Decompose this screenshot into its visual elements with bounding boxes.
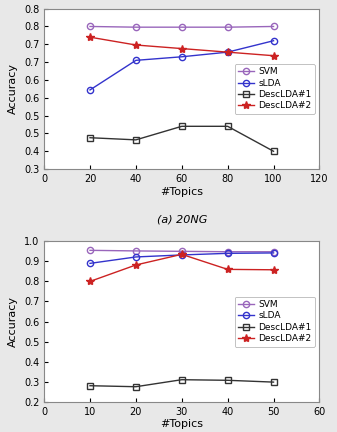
SVM (180, 25, 184, 30)
Legend: SVM, sLDA, DescLDA#1, DescLDA#2: SVM, sLDA, DescLDA#1, DescLDA#2 (235, 64, 315, 114)
Line: sLDA: sLDA (87, 250, 277, 267)
SVM (272, 24, 276, 29)
sLDA (226, 251, 230, 256)
sLDA (180, 252, 184, 257)
SVM (272, 249, 276, 254)
SVM (88, 24, 92, 29)
sLDA (134, 254, 138, 260)
SVM (134, 25, 138, 30)
DescLDA#2 (134, 262, 138, 267)
DescLDA#1 (226, 378, 230, 383)
Line: DescLDA#1: DescLDA#1 (87, 124, 276, 154)
DescLDA#2 (272, 267, 276, 273)
Legend: SVM, sLDA, DescLDA#1, DescLDA#2: SVM, sLDA, DescLDA#1, DescLDA#2 (235, 296, 315, 346)
Line: SVM: SVM (87, 247, 277, 255)
Line: SVM: SVM (87, 23, 277, 30)
sLDA (134, 58, 138, 63)
sLDA (272, 251, 276, 256)
DescLDA#2 (272, 53, 276, 58)
SVM (134, 248, 138, 254)
DescLDA#2 (88, 35, 92, 40)
sLDA (180, 54, 184, 59)
SVM (180, 249, 184, 254)
Line: sLDA: sLDA (87, 38, 277, 93)
DescLDA#2 (88, 279, 92, 284)
SVM (88, 248, 92, 253)
SVM (226, 25, 230, 30)
DescLDA#1 (134, 384, 138, 389)
DescLDA#1 (272, 379, 276, 384)
Line: DescLDA#2: DescLDA#2 (86, 33, 278, 60)
SVM (226, 249, 230, 254)
Text: (a) 20NG: (a) 20NG (157, 214, 207, 224)
sLDA (226, 50, 230, 55)
DescLDA#2 (226, 267, 230, 272)
Line: DescLDA#2: DescLDA#2 (86, 250, 278, 286)
DescLDA#1 (180, 377, 184, 382)
Line: DescLDA#1: DescLDA#1 (87, 377, 276, 390)
DescLDA#2 (180, 46, 184, 51)
sLDA (88, 87, 92, 92)
DescLDA#1 (180, 124, 184, 129)
Y-axis label: Accuracy: Accuracy (8, 64, 18, 114)
X-axis label: #Topics: #Topics (160, 419, 203, 429)
Y-axis label: Accuracy: Accuracy (8, 296, 18, 347)
DescLDA#2 (180, 252, 184, 257)
DescLDA#1 (134, 137, 138, 143)
DescLDA#2 (226, 50, 230, 55)
sLDA (272, 38, 276, 43)
DescLDA#1 (226, 124, 230, 129)
X-axis label: #Topics: #Topics (160, 187, 203, 197)
DescLDA#2 (134, 42, 138, 48)
DescLDA#1 (88, 135, 92, 140)
DescLDA#1 (272, 149, 276, 154)
DescLDA#1 (88, 383, 92, 388)
sLDA (88, 261, 92, 266)
